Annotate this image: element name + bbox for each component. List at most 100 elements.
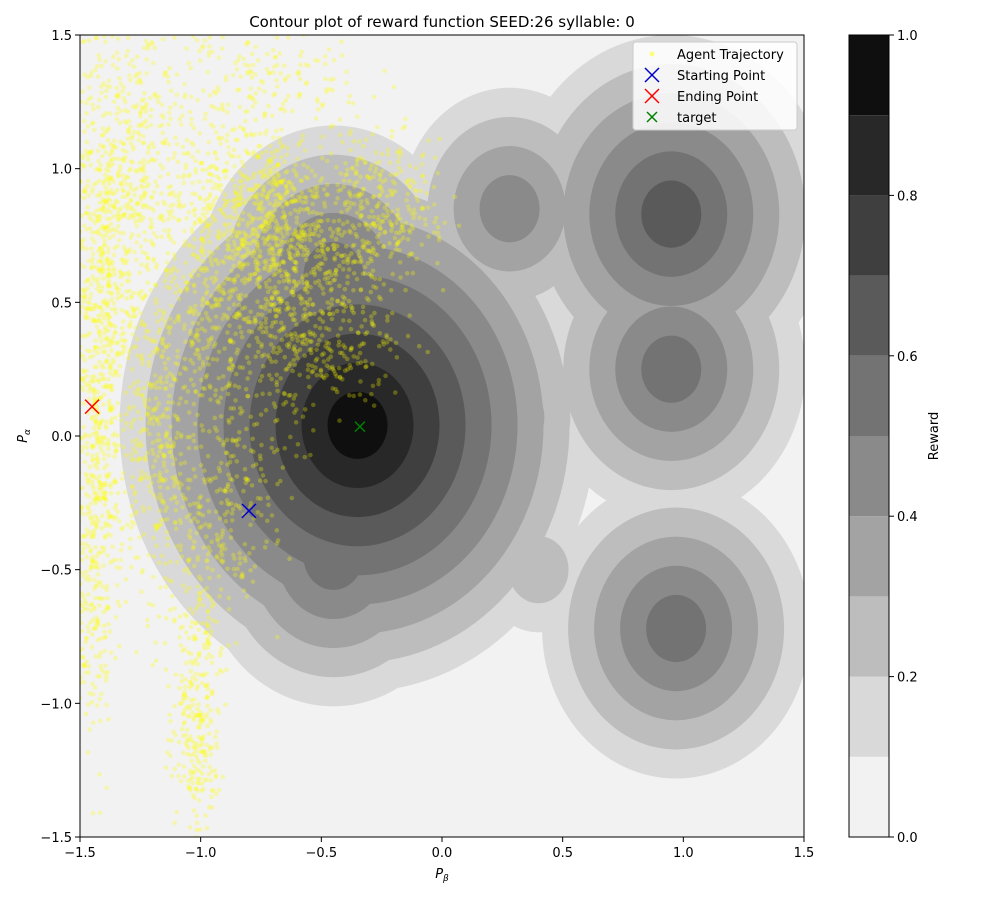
trajectory-point: [75, 570, 80, 575]
trajectory-point: [154, 27, 159, 32]
trajectory-point: [241, 243, 246, 249]
trajectory-point: [105, 223, 111, 229]
trajectory-point: [150, 140, 155, 146]
trajectory-point: [330, 123, 336, 128]
trajectory-point: [252, 132, 258, 137]
trajectory-point: [111, 301, 117, 306]
trajectory-point: [300, 133, 306, 138]
trajectory-point: [96, 259, 101, 264]
trajectory-point: [112, 205, 118, 211]
trajectory-point: [191, 563, 197, 569]
trajectory-point: [139, 393, 144, 398]
trajectory-point: [120, 273, 125, 278]
trajectory-point: [208, 337, 214, 343]
trajectory-point: [121, 188, 126, 194]
trajectory-point: [243, 174, 248, 179]
trajectory-point: [277, 252, 283, 257]
trajectory-point: [207, 202, 213, 207]
trajectory-point: [273, 359, 279, 364]
trajectory-point: [120, 343, 126, 349]
trajectory-point: [149, 417, 154, 422]
trajectory-point: [148, 216, 154, 222]
trajectory-point: [131, 314, 137, 319]
trajectory-point: [100, 234, 105, 240]
trajectory-point: [171, 440, 176, 445]
trajectory-point: [110, 558, 116, 564]
trajectory-point: [291, 346, 296, 352]
trajectory-point: [128, 384, 134, 390]
trajectory-point: [128, 182, 134, 187]
trajectory-point: [98, 371, 103, 377]
trajectory-point: [286, 251, 292, 256]
trajectory-point: [354, 210, 360, 216]
trajectory-point: [167, 105, 173, 110]
trajectory-point: [203, 374, 209, 380]
trajectory-point: [264, 284, 269, 290]
trajectory-point: [397, 247, 402, 253]
trajectory-point: [286, 344, 292, 350]
trajectory-point: [219, 297, 225, 302]
trajectory-point: [136, 443, 141, 449]
trajectory-point: [357, 350, 363, 356]
trajectory-point: [241, 127, 247, 133]
trajectory-point: [106, 376, 111, 382]
trajectory-point: [216, 135, 222, 140]
trajectory-point: [171, 377, 177, 382]
trajectory-point: [233, 398, 238, 403]
trajectory-point: [320, 101, 325, 107]
trajectory-point: [307, 237, 313, 243]
trajectory-point: [280, 204, 285, 210]
trajectory-point: [305, 300, 310, 305]
trajectory-point: [165, 414, 171, 420]
trajectory-point: [80, 400, 82, 405]
trajectory-point: [93, 29, 98, 34]
trajectory-point: [389, 222, 394, 227]
trajectory-point: [161, 499, 166, 504]
trajectory-point: [196, 627, 202, 633]
trajectory-point: [234, 203, 240, 209]
trajectory-point: [102, 451, 107, 457]
trajectory-point: [112, 281, 118, 287]
trajectory-point: [250, 579, 256, 584]
trajectory-point: [318, 261, 323, 266]
trajectory-point: [128, 425, 134, 430]
trajectory-point: [255, 495, 261, 501]
trajectory-point: [93, 525, 99, 531]
trajectory-point: [343, 244, 349, 249]
trajectory-point: [98, 142, 103, 148]
trajectory-point: [123, 23, 128, 28]
trajectory-point: [258, 143, 263, 149]
trajectory-point: [143, 190, 148, 196]
trajectory-point: [308, 339, 313, 344]
trajectory-point: [106, 401, 112, 407]
trajectory-point: [90, 534, 96, 540]
trajectory-point: [233, 190, 239, 195]
trajectory-point: [85, 277, 91, 283]
trajectory-point: [195, 757, 200, 763]
trajectory-point: [290, 317, 296, 323]
trajectory-point: [205, 694, 210, 700]
trajectory-point: [337, 132, 343, 138]
trajectory-point: [204, 585, 210, 591]
trajectory-point: [363, 358, 368, 364]
trajectory-point: [409, 211, 415, 216]
trajectory-point: [279, 154, 284, 160]
trajectory-point: [85, 124, 91, 130]
trajectory-point: [264, 226, 270, 232]
trajectory-point: [389, 134, 394, 140]
trajectory-point: [105, 311, 110, 317]
trajectory-point: [186, 570, 192, 576]
trajectory-point: [80, 628, 85, 634]
trajectory-point: [66, 376, 71, 381]
trajectory-point: [113, 446, 119, 452]
trajectory-point: [206, 804, 212, 810]
trajectory-point: [87, 300, 92, 306]
trajectory-point: [285, 202, 290, 207]
trajectory-point: [105, 359, 110, 364]
trajectory-point: [277, 51, 282, 56]
trajectory-point: [148, 114, 154, 119]
trajectory-point: [292, 198, 298, 203]
trajectory-point: [244, 133, 249, 139]
trajectory-point: [80, 675, 84, 680]
trajectory-point: [309, 193, 315, 199]
